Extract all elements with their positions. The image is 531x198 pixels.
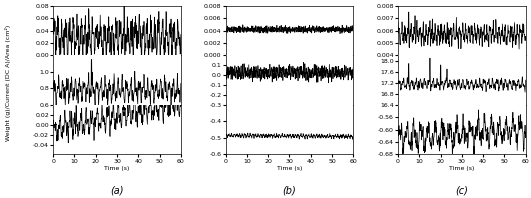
Text: Weight (g)/Current (DC A)/Area (cm²): Weight (g)/Current (DC A)/Area (cm²)	[5, 25, 11, 141]
Text: (b): (b)	[282, 185, 296, 195]
X-axis label: Time (s): Time (s)	[449, 166, 475, 171]
X-axis label: Time (s): Time (s)	[104, 166, 130, 171]
Text: (c): (c)	[456, 185, 468, 195]
Text: (a): (a)	[110, 185, 124, 195]
X-axis label: Time (s): Time (s)	[277, 166, 302, 171]
